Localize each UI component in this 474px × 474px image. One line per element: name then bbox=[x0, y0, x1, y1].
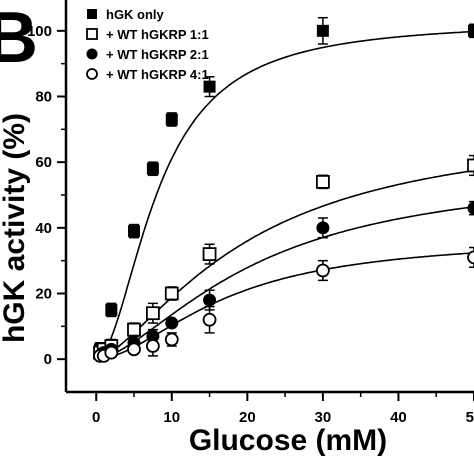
data-point bbox=[127, 322, 141, 337]
series-layer bbox=[93, 16, 474, 363]
data-point bbox=[316, 221, 330, 235]
fit-curve-3 bbox=[99, 206, 474, 360]
fit-curves bbox=[99, 30, 474, 360]
legend-label-4: + WT hGKRP 4:1 bbox=[106, 67, 209, 82]
data-point bbox=[104, 345, 119, 360]
data-point bbox=[202, 247, 217, 262]
y-axis-title: hGK activity (%) bbox=[0, 113, 31, 343]
data-point bbox=[203, 80, 216, 93]
data-point bbox=[202, 312, 217, 327]
x-tick-label-50: 50 bbox=[466, 409, 474, 426]
data-point bbox=[146, 162, 159, 175]
data-point bbox=[127, 342, 141, 357]
fit-curve-2 bbox=[99, 169, 474, 359]
legend-marker-1 bbox=[87, 9, 97, 19]
data-point bbox=[165, 316, 179, 330]
fit-curve-1 bbox=[99, 30, 474, 359]
data-point bbox=[145, 339, 160, 353]
legend-marker-4 bbox=[86, 68, 98, 80]
data-point bbox=[164, 286, 179, 301]
data-point bbox=[203, 293, 217, 307]
y-tick-label-80: 80 bbox=[35, 89, 52, 106]
legend-marker-2 bbox=[86, 28, 98, 40]
legend-label-1: hGK only bbox=[106, 7, 165, 22]
x-tick-label-40: 40 bbox=[390, 409, 407, 426]
data-point bbox=[164, 332, 179, 347]
legend-marker-3 bbox=[86, 48, 98, 60]
series-3 bbox=[93, 200, 474, 363]
data-point bbox=[315, 174, 330, 189]
legend-label-3: + WT hGKRP 2:1 bbox=[106, 47, 209, 62]
data-point bbox=[128, 225, 140, 238]
y-tick-label-100: 100 bbox=[27, 23, 52, 40]
data-point bbox=[468, 24, 474, 37]
data-point bbox=[467, 201, 474, 215]
data-point bbox=[316, 24, 329, 37]
legend-label-2: + WT hGKRP 1:1 bbox=[106, 27, 209, 42]
panel-label: B bbox=[0, 0, 38, 78]
data-point bbox=[145, 306, 160, 321]
data-point bbox=[315, 263, 330, 278]
legend: hGK only + WT hGKRP 1:1 + WT hGKRP 2:1 + WT… bbox=[86, 7, 209, 82]
x-tick-label-10: 10 bbox=[163, 409, 180, 426]
y-tick-label-60: 60 bbox=[35, 154, 52, 171]
axes: 0 20 40 60 80 100 0 10 20 30 40 50 bbox=[27, 0, 474, 426]
data-point bbox=[467, 250, 474, 265]
data-point bbox=[467, 158, 474, 173]
x-axis-title: Glucose (mM) bbox=[189, 424, 387, 457]
y-tick-label-40: 40 bbox=[35, 220, 52, 237]
series-4 bbox=[93, 246, 474, 363]
y-tick-label-20: 20 bbox=[35, 286, 52, 303]
y-tick-label-0: 0 bbox=[44, 351, 52, 368]
x-tick-label-0: 0 bbox=[92, 409, 100, 426]
x-tick-label-20: 20 bbox=[239, 409, 256, 426]
fit-curve-4 bbox=[99, 252, 474, 360]
data-point bbox=[165, 113, 178, 126]
x-tick-label-30: 30 bbox=[315, 409, 332, 426]
data-point bbox=[105, 303, 118, 316]
